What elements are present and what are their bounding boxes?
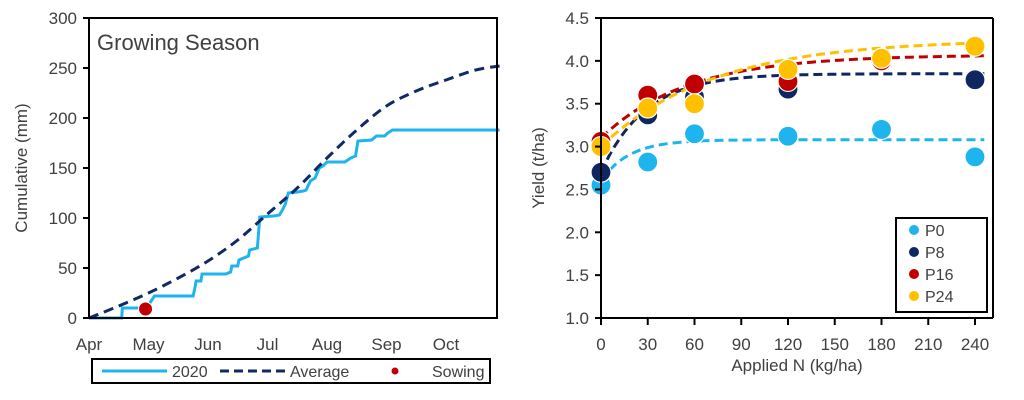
- y-tick-label: 2.0: [565, 223, 589, 242]
- legend-sowing-label: Sowing: [432, 364, 484, 381]
- y-tick-label: 50: [58, 259, 77, 278]
- series-line-average: [88, 64, 500, 320]
- legend-marker-p8: [909, 247, 919, 257]
- x-tick-label: 180: [867, 335, 895, 354]
- legend-label-p0: P0: [925, 223, 945, 240]
- y-tick-label: 1.0: [565, 309, 589, 328]
- sowing-marker: [138, 301, 154, 317]
- legend-sowing-marker: [391, 367, 399, 375]
- left-axis-ticks: 0 50 100 150 200 250 300 Apr May Jun Jul Aug Sep Oct: [49, 9, 460, 354]
- y-tick-label: 3.5: [565, 95, 589, 114]
- point-p0: [777, 125, 799, 147]
- point-p24: [777, 58, 799, 81]
- chart-title: Growing Season: [97, 30, 260, 55]
- y-tick-label: 200: [49, 109, 77, 128]
- legend-marker-p16: [909, 269, 919, 279]
- y-tick-label: 2.5: [565, 180, 589, 199]
- x-tick-label: 30: [638, 335, 657, 354]
- series-line-2020: [89, 128, 500, 320]
- x-tick-label: Jun: [194, 335, 221, 354]
- x-tick-label: Oct: [433, 335, 460, 354]
- point-p0: [683, 123, 706, 145]
- x-tick-label: Aug: [312, 335, 342, 354]
- legend-label-p16: P16: [925, 267, 954, 284]
- x-tick-label: 0: [596, 335, 605, 354]
- right-data-points: [590, 35, 986, 196]
- legend-marker-p24: [909, 291, 919, 301]
- x-tick-label: 60: [685, 335, 704, 354]
- right-legend: P0 P8 P16 P24: [895, 217, 988, 313]
- left-plot-area: [88, 64, 500, 320]
- x-tick-label: 210: [914, 335, 942, 354]
- right-axis-ticks: 1.0 1.5 2.0 2.5 3.0 3.5 4.0 4.5 0 30 60 90 120 150 180…: [565, 9, 989, 354]
- y-tick-label: 300: [49, 9, 77, 28]
- left-plot-frame: [88, 17, 498, 319]
- x-tick-label: Apr: [76, 335, 103, 354]
- x-tick-label: May: [132, 335, 165, 354]
- point-p0: [870, 118, 893, 141]
- growing-season-chart: Growing Season Cumulative (mm) 0 50 100 150…: [12, 9, 500, 384]
- legend-label-p24: P24: [925, 289, 954, 306]
- point-p24: [964, 35, 986, 57]
- x-tick-label: 240: [961, 335, 989, 354]
- x-tick-label: 90: [732, 335, 751, 354]
- legend-marker-p0: [909, 225, 919, 235]
- fit-curve-p24: [599, 41, 985, 148]
- fit-curve-p0: [599, 138, 985, 182]
- x-tick-label: Sep: [371, 335, 401, 354]
- y-tick-label: 1.5: [565, 266, 589, 285]
- point-p0: [964, 146, 986, 168]
- y-axis-label: Cumulative (mm): [12, 103, 31, 232]
- left-legend-box: [91, 358, 491, 384]
- left-legend: 2020 Average Sowing: [91, 358, 491, 384]
- point-p24: [683, 93, 706, 115]
- x-tick-label: 150: [821, 335, 849, 354]
- y-tick-label: 4.0: [565, 52, 589, 71]
- y-tick-label: 150: [49, 159, 77, 178]
- legend-average-label: Average: [290, 364, 349, 381]
- point-p24: [870, 47, 893, 69]
- y-tick-label: 0: [68, 309, 77, 328]
- legend-label-p8: P8: [925, 245, 945, 262]
- y-tick-label: 100: [49, 209, 77, 228]
- point-p8: [964, 69, 986, 91]
- y-tick-label: 250: [49, 59, 77, 78]
- x-tick-label: Jul: [257, 335, 279, 354]
- y-axis-label-right: Yield (t/ha): [529, 127, 548, 209]
- x-tick-label: 120: [774, 335, 802, 354]
- point-p0: [637, 151, 659, 173]
- point-p24: [637, 97, 659, 119]
- y-tick-label: 4.5: [565, 9, 589, 28]
- yield-response-chart: 1.0 1.5 2.0 2.5 3.0 3.5 4.0 4.5 0 30 60 90 120 150 180…: [529, 9, 994, 375]
- point-p16: [683, 73, 706, 95]
- legend-2020-label: 2020: [172, 364, 208, 381]
- fit-curve-p16: [599, 54, 985, 140]
- x-axis-label: Applied N (kg/ha): [731, 356, 862, 375]
- y-tick-label: 3.0: [565, 138, 589, 157]
